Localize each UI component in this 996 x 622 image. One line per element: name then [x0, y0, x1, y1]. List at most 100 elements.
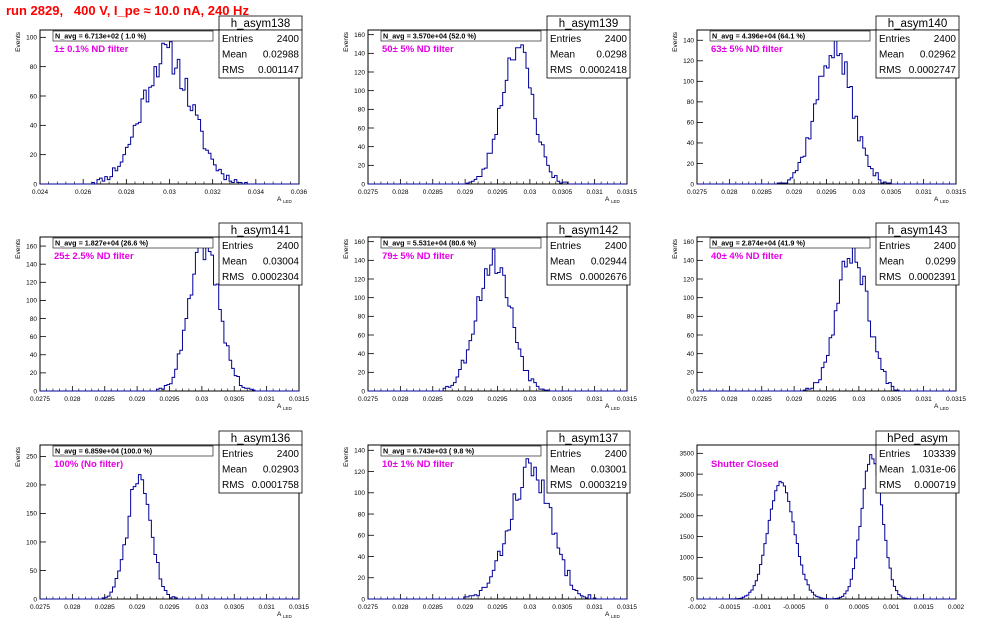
- stats-label: Entries: [550, 449, 581, 460]
- x-tick-label: 0.034: [248, 189, 265, 196]
- stats-label: Entries: [550, 241, 581, 252]
- stats-label: RMS: [879, 272, 902, 283]
- navg-label: N_avg = 4.396e+04 (64.1 %): [712, 32, 806, 41]
- stats-label: Entries: [879, 34, 910, 45]
- stats-box: [218, 29, 303, 79]
- x-tick-label: 0.03: [853, 189, 866, 196]
- x-tick-label: 0.0005: [849, 604, 869, 611]
- x-tick-label: 0.0285: [95, 604, 115, 611]
- y-tick-label: 140: [683, 38, 694, 45]
- x-tick-label: 0.031: [258, 604, 275, 611]
- y-tick-label: 60: [687, 332, 695, 339]
- y-tick-label: 160: [683, 239, 694, 246]
- stats-value: 2400: [934, 241, 957, 252]
- stats-box: [546, 29, 631, 79]
- y-tick-label: 250: [26, 454, 37, 461]
- x-tick-label: 0.029: [457, 604, 474, 611]
- navg-label: N_avg = 6.743e+03 ( 9.8 %): [383, 447, 475, 456]
- histogram-name: h_asym136: [231, 433, 290, 445]
- x-tick-label: 0.0295: [488, 396, 508, 403]
- stats-value: 2400: [277, 449, 300, 460]
- x-axis-subscript: LED: [940, 406, 950, 411]
- y-tick-label: 0: [33, 181, 37, 188]
- histogram-line: [40, 41, 299, 185]
- stats-label: Entries: [879, 241, 910, 252]
- y-tick-label: 80: [30, 316, 38, 323]
- stats-value: 0.0003219: [580, 480, 628, 491]
- x-tick-label: 0.028: [392, 189, 409, 196]
- y-tick-label: 120: [683, 58, 694, 65]
- navg-box: [52, 30, 214, 42]
- x-tick-label: 0.001: [883, 604, 900, 611]
- y-tick-label: 80: [687, 99, 695, 106]
- filter-label: 1± 0.1% ND filter: [54, 44, 129, 55]
- histogram-line: [697, 36, 956, 185]
- y-tick-label: 100: [26, 35, 37, 42]
- x-tick-label: 0.029: [786, 189, 803, 196]
- y-axis-label: Events: [672, 238, 679, 259]
- y-axis-label: Events: [672, 31, 679, 52]
- x-tick-label: 0: [825, 604, 829, 611]
- histogram-name: h_asym138: [231, 18, 290, 30]
- y-axis-label: Events: [343, 446, 350, 467]
- histogram-name: h_asym137: [559, 433, 618, 445]
- x-tick-label: 0.0285: [752, 396, 772, 403]
- x-tick-label: 0.0015: [914, 604, 934, 611]
- x-tick-label: 0.002: [948, 604, 965, 611]
- navg-label: N_avg = 3.570e+04 (52.0 %): [383, 32, 477, 41]
- histogram-panel: 0.0275 0.028 0.0285 0.029 0.0295 0.03 0.0305 0.…: [672, 222, 966, 411]
- y-tick-label: 0: [33, 388, 37, 395]
- histogram-panel: 0.0275 0.028 0.0285 0.029 0.0295 0.03 0.0305 0.…: [343, 15, 637, 204]
- x-tick-label: 0.0275: [687, 189, 707, 196]
- stats-label: RMS: [879, 65, 902, 76]
- stats-label: Mean: [550, 50, 575, 61]
- x-tick-label: 0.03: [853, 396, 866, 403]
- histogram-line: [368, 248, 627, 392]
- navg-label: N_avg = 5.531e+04 (80.6 %): [383, 239, 477, 248]
- histogram-panel: 0.0275 0.028 0.0285 0.029 0.0295 0.03 0.0305 0.…: [343, 430, 637, 619]
- y-tick-label: 2000: [680, 513, 695, 520]
- stats-label: Mean: [879, 257, 904, 268]
- x-tick-label: 0.028: [721, 189, 738, 196]
- stats-value: 0.0002304: [252, 272, 300, 283]
- navg-label: N_avg = 6.713e+02 ( 1.0 %): [55, 32, 147, 41]
- y-tick-label: 60: [30, 334, 38, 341]
- x-tick-label: 0.0285: [95, 396, 115, 403]
- y-axis-label: Events: [343, 31, 350, 52]
- y-tick-label: 20: [687, 370, 695, 377]
- stats-value: 2400: [605, 241, 628, 252]
- x-tick-label: 0.0305: [552, 604, 572, 611]
- x-tick-label: 0.029: [786, 396, 803, 403]
- x-tick-label: 0.032: [205, 189, 222, 196]
- y-axis-label: Events: [343, 238, 350, 259]
- y-tick-label: 2500: [680, 492, 695, 499]
- stats-value: 0.02903: [263, 465, 300, 476]
- x-tick-label: 0.0305: [224, 396, 244, 403]
- stats-value: 0.02944: [591, 257, 628, 268]
- x-tick-label: 0.0275: [358, 396, 378, 403]
- stats-value: 0.0299: [925, 257, 956, 268]
- y-tick-label: 80: [30, 64, 38, 71]
- y-tick-label: 0: [690, 596, 694, 603]
- x-tick-label: 0.028: [721, 396, 738, 403]
- histogram-name: h_asym141: [231, 225, 290, 237]
- y-tick-label: 100: [354, 490, 365, 497]
- y-tick-label: 0: [361, 596, 365, 603]
- x-tick-label: 0.0305: [881, 396, 901, 403]
- y-tick-label: 60: [358, 332, 366, 339]
- stats-label: Mean: [222, 50, 247, 61]
- stats-label: RMS: [222, 272, 245, 283]
- x-tick-label: 0.0315: [946, 189, 966, 196]
- x-axis-subscript: LED: [611, 199, 621, 204]
- y-tick-label: 3000: [680, 471, 695, 478]
- histogram-name: h_asym143: [888, 225, 947, 237]
- y-tick-label: 40: [358, 554, 366, 561]
- x-tick-label: 0.031: [586, 189, 603, 196]
- filter-label: 40± 4% ND filter: [711, 251, 783, 262]
- histogram-line: [697, 242, 956, 392]
- stats-label: RMS: [550, 272, 573, 283]
- navg-box: [709, 237, 871, 249]
- stats-label: Mean: [222, 465, 247, 476]
